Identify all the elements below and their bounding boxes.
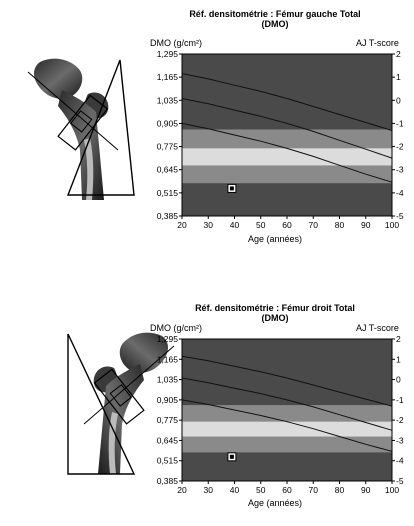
reference-curve-middle (181, 377, 393, 431)
y2-tick-label: 1 (396, 354, 401, 364)
y-tick-label: 0,905 (157, 395, 179, 405)
x-tick-label: 40 (230, 485, 240, 495)
x-axis-label: Age (années) (248, 498, 303, 508)
hip-scan-right-image (67, 332, 175, 475)
y2-tick-label: 2 (396, 49, 401, 59)
chart-title: Réf. densitométrie : Fémur droit Total (… (150, 303, 400, 323)
x-tick-label: 50 (256, 485, 266, 495)
x-tick-label: 60 (282, 485, 292, 495)
zone-band (182, 421, 392, 437)
y-axis-label: DMO (g/cm²) (150, 323, 202, 333)
x-tick-label: 90 (361, 220, 371, 230)
y2-tick-label: -4 (396, 456, 404, 466)
x-tick-label: 70 (309, 220, 319, 230)
x-tick-label: 30 (204, 220, 214, 230)
reference-curve-lower (181, 122, 393, 183)
y2-tick-label: -4 (396, 188, 404, 198)
y-tick-label: 0,385 (157, 211, 179, 221)
densitometry-panel-right-femur: Réf. densitométrie : Fémur droit Total (… (0, 276, 414, 526)
y2-tick-label: 1 (396, 72, 401, 82)
chart-title-main: Réf. densitométrie : Fémur gauche Total (189, 9, 361, 19)
y-tick-label: 0,515 (157, 188, 179, 198)
reference-curve-upper (181, 73, 393, 131)
zone-band (182, 165, 392, 184)
y-tick-label: 0,775 (157, 415, 179, 425)
x-tick-label: 40 (230, 220, 240, 230)
y2-tick-label: -2 (396, 415, 404, 425)
x-tick-label: 60 (282, 220, 292, 230)
y2-tick-label: -3 (396, 435, 404, 445)
y2-axis-label: AJ T-score (356, 323, 399, 333)
x-tick-label: 90 (361, 485, 371, 495)
y2-tick-label: -3 (396, 165, 404, 175)
bmd-reference-chart-left: 1,295 1,165 1,035 0,905 0,775 0,645 0,515 0,385… (157, 49, 404, 230)
zone-band (182, 183, 392, 216)
y-tick-label: 0,775 (157, 142, 179, 152)
y-tick-label: 1,035 (157, 95, 179, 105)
patient-marker-core (229, 454, 234, 459)
x-tick-label: 100 (385, 220, 399, 230)
y2-tick-label: 0 (396, 375, 401, 385)
y2-tick-label: -1 (396, 118, 404, 128)
zone-band (182, 148, 392, 166)
y2-tick-label: 2 (396, 334, 401, 344)
y-tick-label: 1,295 (157, 334, 179, 344)
y-tick-label: 0,645 (157, 165, 179, 175)
y-tick-label: 1,295 (157, 49, 179, 59)
y2-tick-label: -1 (396, 395, 404, 405)
zone-band (182, 405, 392, 422)
y-tick-label: 1,165 (157, 354, 179, 364)
y-tick-label: 0,385 (157, 476, 179, 486)
y-tick-label: 1,165 (157, 72, 179, 82)
densitometry-panel-left-femur: Réf. densitométrie : Fémur gauche Total … (0, 0, 414, 250)
y-tick-label: 0,515 (157, 456, 179, 466)
y-tick-label: 1,035 (157, 375, 179, 385)
zone-band (182, 436, 392, 453)
reference-curve-middle (181, 98, 393, 159)
y-tick-label: 0,905 (157, 118, 179, 128)
chart-title: Réf. densitométrie : Fémur gauche Total … (150, 9, 400, 29)
hip-scan-left-image (27, 58, 135, 200)
x-tick-label: 100 (385, 485, 399, 495)
x-tick-label: 80 (335, 485, 345, 495)
bmd-reference-chart-right: 1,295 1,165 1,035 0,905 0,775 0,645 0,515 0,385… (157, 334, 404, 495)
reference-curve-upper (181, 355, 393, 407)
y2-axis-label: AJ T-score (356, 38, 399, 48)
chart-title-sub: (DMO) (261, 19, 289, 29)
chart-title-main: Réf. densitométrie : Fémur droit Total (195, 303, 355, 313)
zone-band (182, 452, 392, 481)
x-tick-label: 20 (177, 220, 187, 230)
y2-tick-label: 0 (396, 95, 401, 105)
x-tick-label: 50 (256, 220, 266, 230)
y2-tick-label: -5 (396, 211, 404, 221)
x-tick-label: 20 (177, 485, 187, 495)
y2-tick-label: -5 (396, 476, 404, 486)
zone-band (182, 129, 392, 149)
x-tick-label: 30 (204, 485, 214, 495)
x-axis-label: Age (années) (248, 234, 303, 244)
reference-curve-lower (181, 399, 393, 452)
zone-band (182, 339, 392, 406)
x-tick-label: 70 (309, 485, 319, 495)
zone-band (182, 54, 392, 130)
y-axis-label: DMO (g/cm²) (150, 38, 202, 48)
y-tick-label: 0,645 (157, 435, 179, 445)
x-tick-label: 80 (335, 220, 345, 230)
chart-title-sub: (DMO) (261, 313, 289, 323)
patient-marker-core (229, 186, 234, 191)
y2-tick-label: -2 (396, 142, 404, 152)
